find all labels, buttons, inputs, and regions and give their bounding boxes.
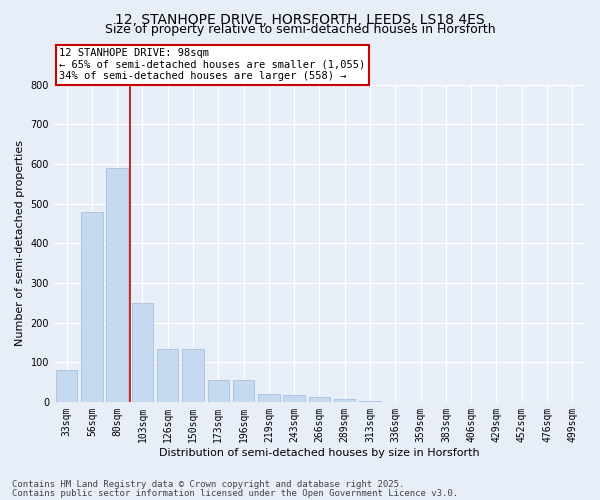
Text: Size of property relative to semi-detached houses in Horsforth: Size of property relative to semi-detach… [104, 22, 496, 36]
Bar [157, 349, 178, 402]
Text: 12, STANHOPE DRIVE, HORSFORTH, LEEDS, LS18 4ES: 12, STANHOPE DRIVE, HORSFORTH, LEEDS, LS… [115, 12, 485, 26]
Y-axis label: Number of semi-detached properties: Number of semi-detached properties [15, 140, 25, 346]
Bar [359, 400, 381, 402]
Bar [208, 380, 229, 402]
Bar [182, 349, 204, 402]
Bar [81, 212, 103, 402]
Bar [283, 395, 305, 402]
Bar [334, 399, 355, 402]
Bar [131, 304, 153, 402]
Bar [309, 397, 330, 402]
Text: Contains HM Land Registry data © Crown copyright and database right 2025.: Contains HM Land Registry data © Crown c… [12, 480, 404, 489]
Bar [258, 394, 280, 402]
Text: Contains public sector information licensed under the Open Government Licence v3: Contains public sector information licen… [12, 488, 458, 498]
X-axis label: Distribution of semi-detached houses by size in Horsforth: Distribution of semi-detached houses by … [159, 448, 480, 458]
Bar [56, 370, 77, 402]
Text: 12 STANHOPE DRIVE: 98sqm
← 65% of semi-detached houses are smaller (1,055)
34% o: 12 STANHOPE DRIVE: 98sqm ← 65% of semi-d… [59, 48, 365, 82]
Bar [106, 168, 128, 402]
Bar [233, 380, 254, 402]
